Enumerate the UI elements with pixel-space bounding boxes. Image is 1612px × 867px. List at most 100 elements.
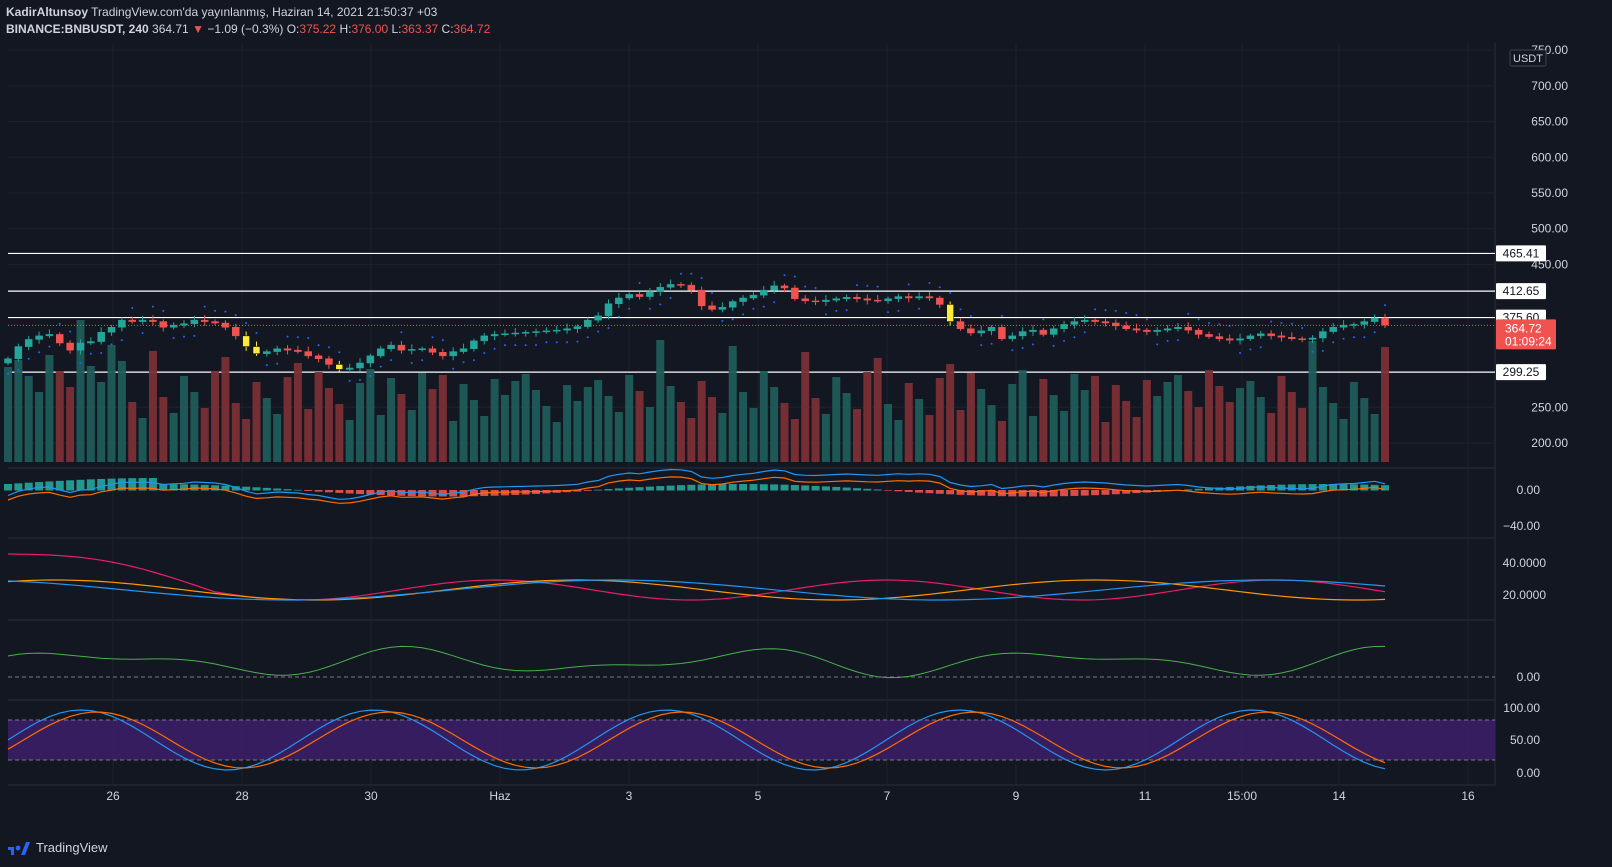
dmi-plus-line xyxy=(7,579,1386,601)
candle-body xyxy=(14,346,23,359)
candle-body xyxy=(646,291,654,297)
candle-body xyxy=(1029,329,1037,332)
sar-dot xyxy=(1156,343,1159,346)
macd-histogram-bar xyxy=(159,484,168,491)
sar-dot xyxy=(296,336,299,339)
candle-body xyxy=(936,297,944,305)
volume-bar xyxy=(1070,374,1079,462)
candle-body xyxy=(87,341,95,344)
candle-body xyxy=(625,294,633,299)
macd-histogram-bar xyxy=(200,484,209,491)
volume-bar xyxy=(1256,397,1265,462)
symbol-label[interactable]: BINANCE:BNBUSDT, 240 xyxy=(6,22,149,36)
volume-bar xyxy=(273,414,282,462)
sar-dot xyxy=(245,322,248,324)
macd-axis-label: 0.00 xyxy=(1517,483,1541,497)
sar-dot xyxy=(762,305,765,308)
macd-histogram-bar xyxy=(1122,490,1131,494)
macd-histogram-bar xyxy=(852,488,861,491)
volume-bar xyxy=(180,376,189,462)
candle-body xyxy=(1267,333,1275,337)
sar-dot xyxy=(120,339,123,342)
level-badge xyxy=(1496,245,1546,262)
volume-bar xyxy=(728,346,737,462)
candle-body xyxy=(739,297,747,302)
volume-bar xyxy=(376,415,385,462)
candle-body xyxy=(1308,337,1317,340)
sar-dot xyxy=(276,362,279,365)
volume-bar xyxy=(304,409,313,462)
candle-body xyxy=(1319,331,1327,339)
sar-dot xyxy=(545,341,548,344)
sar-dot xyxy=(1384,304,1386,307)
volume-bar xyxy=(521,374,530,462)
oscillator-line xyxy=(7,645,1386,679)
candle-body xyxy=(687,284,696,291)
sar-dot xyxy=(410,362,413,364)
candle-body xyxy=(211,321,219,324)
candle-body xyxy=(977,330,985,334)
volume-bar xyxy=(997,421,1006,462)
sar-dot xyxy=(690,272,693,275)
macd-histogram-bar xyxy=(1349,484,1358,491)
candle-body xyxy=(1236,338,1244,341)
sar-dot xyxy=(172,337,175,339)
macd-histogram-bar xyxy=(221,485,230,491)
candle-body xyxy=(552,329,561,332)
volume-bar xyxy=(594,380,603,462)
volume-bar xyxy=(552,422,561,462)
footer-brand[interactable]: TradingView xyxy=(8,840,108,855)
macd-histogram-bar xyxy=(759,484,768,491)
osc-axis-label: 0.00 xyxy=(1517,670,1541,684)
sar-dot xyxy=(162,309,165,312)
author-name[interactable]: KadirAltunsoy xyxy=(6,5,89,19)
sar-dot xyxy=(1197,318,1200,321)
candle-body xyxy=(718,307,727,310)
change-arrow-icon: ▼ xyxy=(192,22,204,36)
candle-body xyxy=(1329,327,1337,332)
macd-histogram-bar xyxy=(1194,488,1203,491)
volume-bar xyxy=(469,400,478,462)
candle-body xyxy=(946,304,954,322)
volume-bar xyxy=(1381,347,1389,462)
volume-bar xyxy=(66,387,75,462)
macd-histogram-bar xyxy=(625,487,634,491)
volume-bar xyxy=(356,383,365,462)
macd-histogram-bar xyxy=(304,490,313,491)
level-label: 299.25 xyxy=(1503,365,1540,379)
candle-body xyxy=(480,335,489,342)
candle-body xyxy=(760,289,768,296)
sar-dot xyxy=(1021,347,1024,349)
candle-body xyxy=(273,348,281,352)
sar-dot xyxy=(493,347,496,350)
close-label: C: xyxy=(441,22,454,36)
macd-histogram-bar xyxy=(242,486,251,491)
sar-dot xyxy=(265,364,268,367)
macd-histogram-bar xyxy=(128,478,137,491)
volume-bar xyxy=(625,375,634,462)
candle-body xyxy=(791,287,799,299)
sar-dot xyxy=(58,322,61,325)
macd-histogram-bar xyxy=(1308,484,1317,491)
volume-bar xyxy=(946,364,955,462)
candle-body xyxy=(780,285,789,289)
candle-body xyxy=(677,284,685,286)
sar-dot xyxy=(338,351,341,354)
volume-bar xyxy=(1039,379,1048,462)
candle-body xyxy=(459,348,468,352)
macd-histogram-bar xyxy=(821,486,830,491)
volume-bar xyxy=(387,378,396,462)
adx-axis-label: 20.0000 xyxy=(1503,588,1547,602)
sar-dot xyxy=(441,339,444,342)
sar-dot xyxy=(959,308,962,311)
candle-body xyxy=(1101,321,1110,324)
sar-dot xyxy=(876,285,879,288)
sar-dot xyxy=(100,352,103,354)
volume-bar xyxy=(1308,341,1317,462)
candle-body xyxy=(24,339,33,347)
candle-body xyxy=(1225,338,1234,341)
volume-bar xyxy=(500,395,509,462)
macd-histogram-bar xyxy=(4,484,12,491)
volume-bar xyxy=(221,357,230,462)
